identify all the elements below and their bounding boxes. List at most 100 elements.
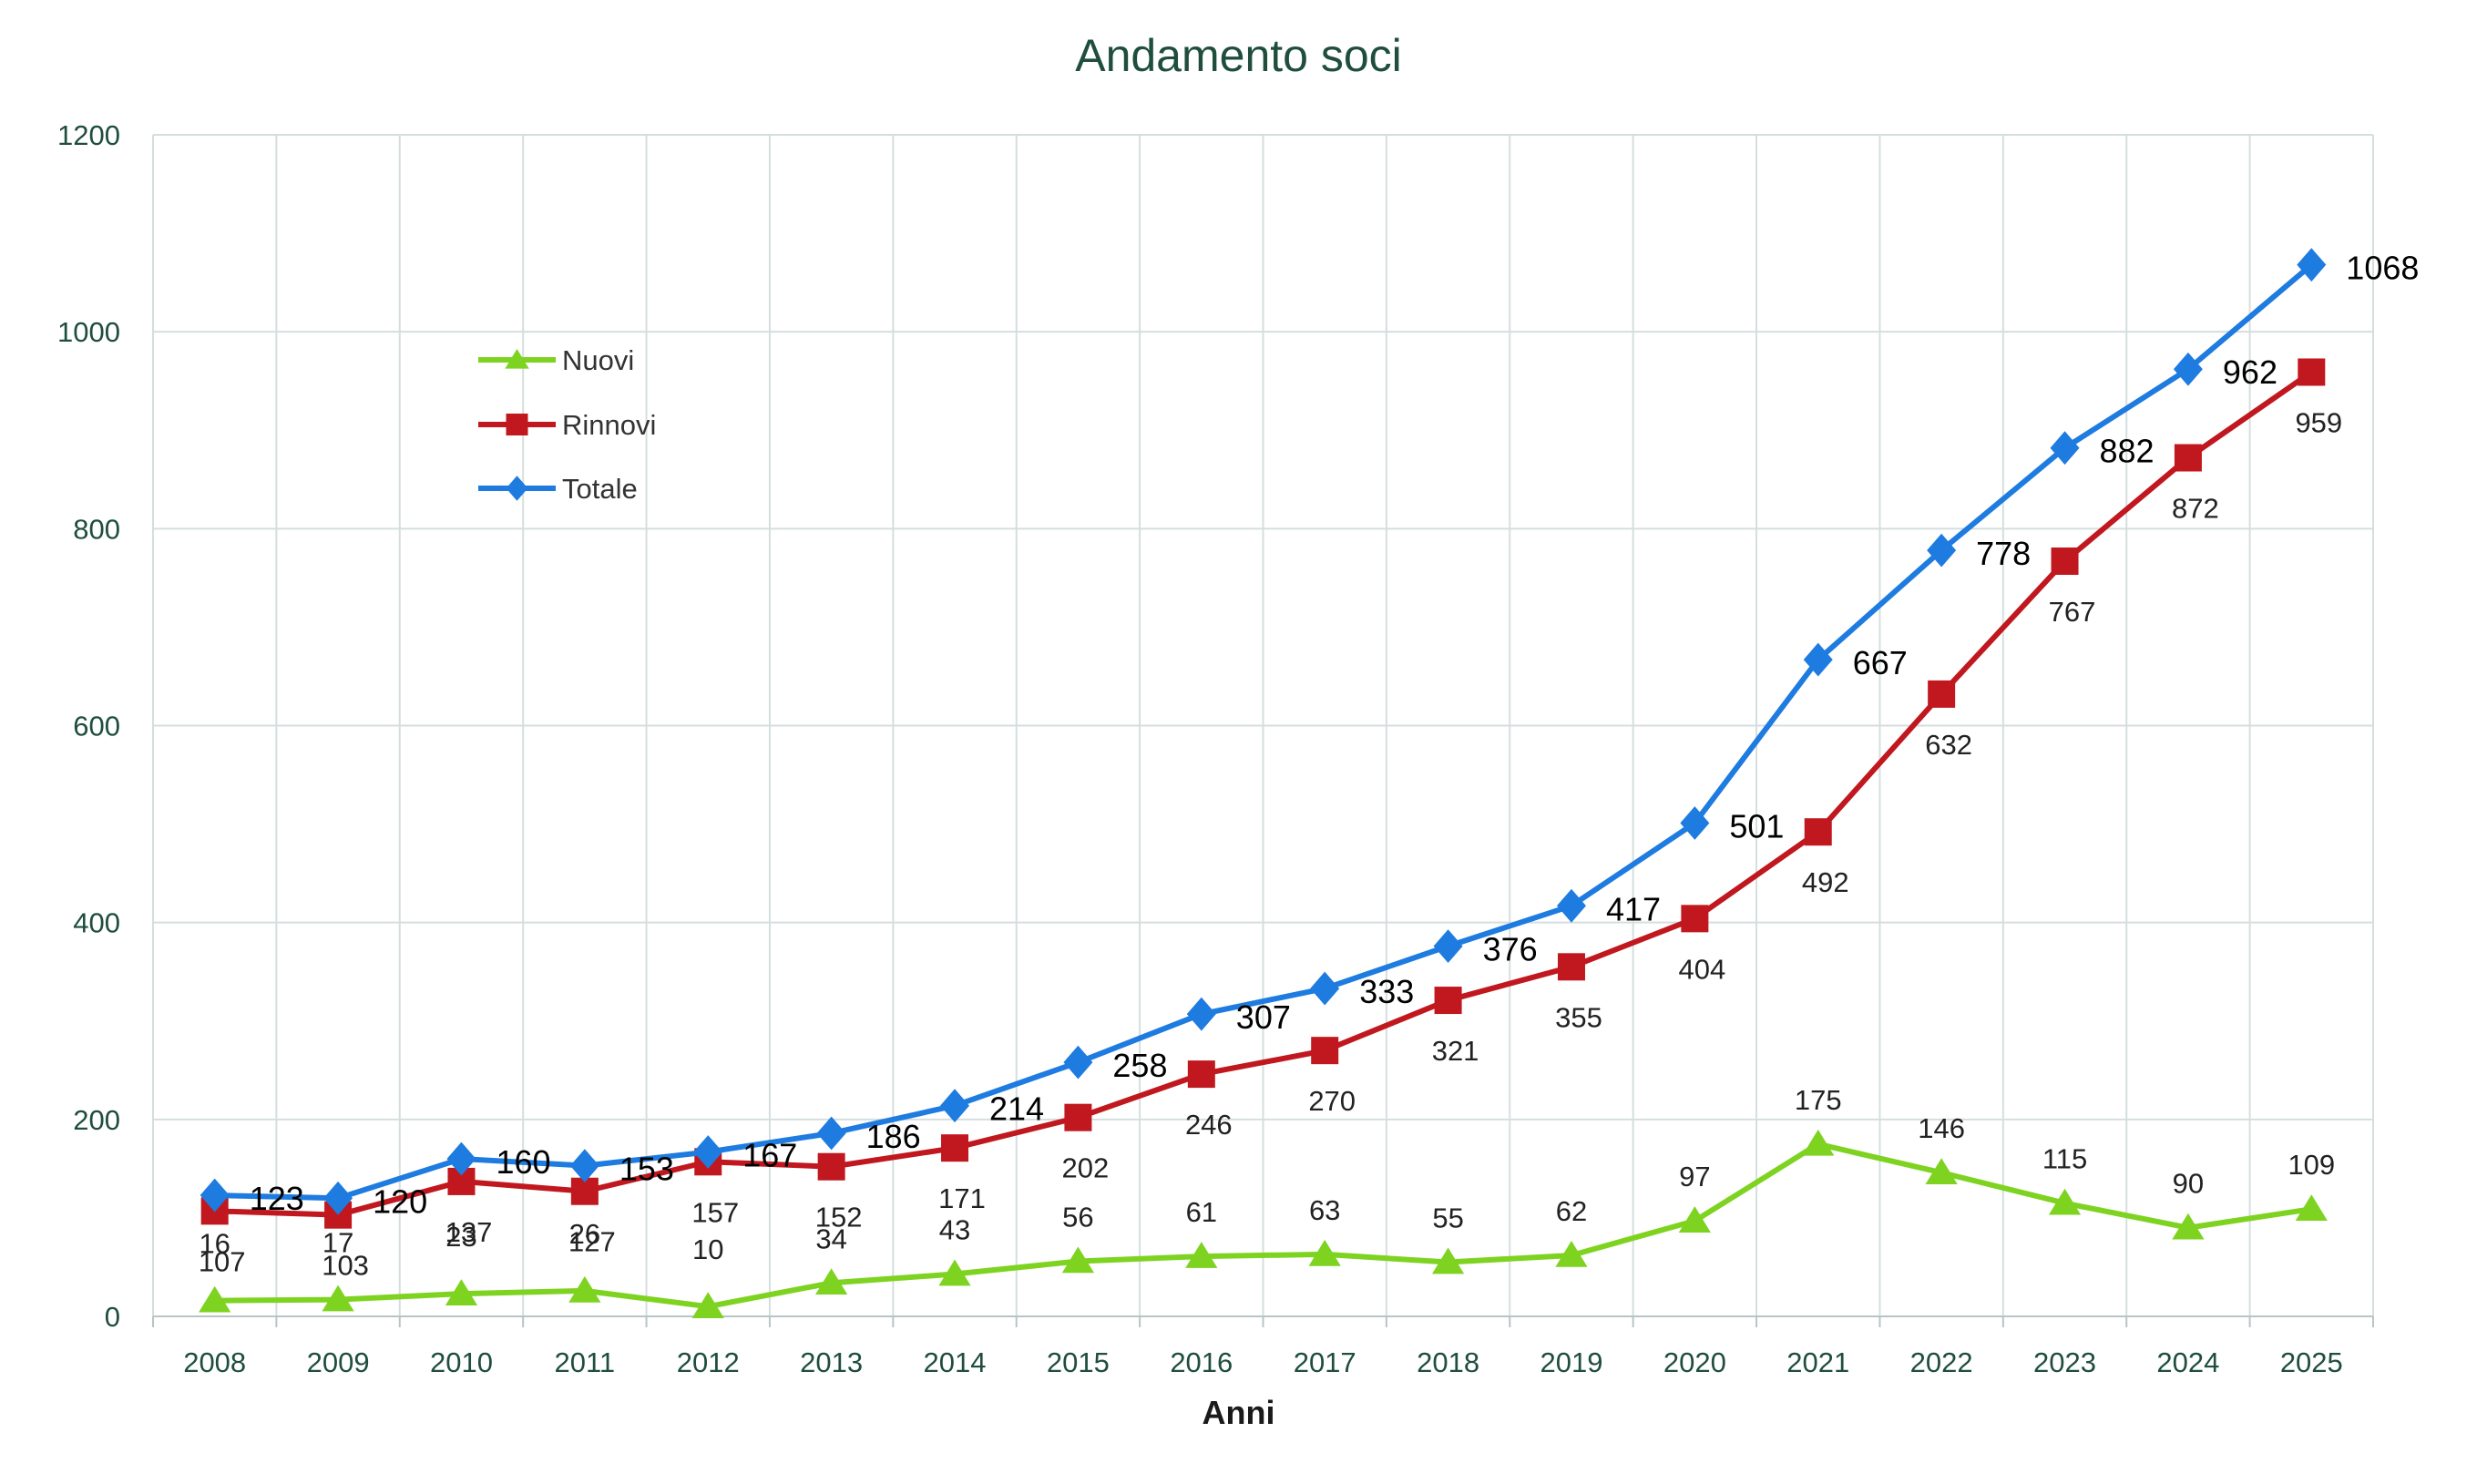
data-point-rinnovi [1434, 987, 1462, 1015]
data-label-nuovi: 109 [2288, 1149, 2335, 1181]
data-label-rinnovi: 171 [938, 1182, 986, 1214]
data-point-rinnovi [1804, 818, 1832, 846]
data-point-totale [1927, 533, 1957, 568]
y-tick-label: 0 [105, 1301, 120, 1333]
data-label-rinnovi: 632 [1925, 729, 1972, 761]
data-point-nuovi [2048, 1188, 2082, 1215]
series-line-rinnovi [214, 370, 2314, 1218]
data-point-totale [1186, 997, 1216, 1031]
x-tick-label: 2025 [2280, 1346, 2343, 1378]
data-point-nuovi [199, 1285, 231, 1313]
data-label-nuovi: 115 [2042, 1143, 2087, 1175]
data-point-totale [569, 1149, 599, 1183]
x-axis-title: Anni [1202, 1394, 1275, 1431]
data-label-rinnovi: 492 [1802, 866, 1849, 898]
data-point-totale [446, 1141, 476, 1176]
data-point-totale [2297, 248, 2327, 282]
x-tick-label: 2014 [924, 1346, 987, 1378]
x-tick-label: 2011 [555, 1346, 616, 1378]
data-point-rinnovi [817, 1152, 845, 1181]
data-label-rinnovi: 127 [568, 1226, 616, 1258]
data-point-totale [2173, 352, 2203, 386]
data-point-nuovi [815, 1268, 848, 1295]
data-label-rinnovi: 321 [1432, 1035, 1479, 1067]
data-point-totale [1680, 806, 1710, 840]
x-tick-label: 2008 [183, 1346, 246, 1378]
x-tick-label: 2010 [430, 1346, 493, 1378]
data-label-nuovi: 43 [939, 1214, 970, 1246]
y-tick-label: 600 [73, 711, 120, 742]
chart-title: Andamento soci [1075, 30, 1402, 81]
data-label-nuovi: 56 [1062, 1201, 1093, 1233]
data-label-totale: 186 [866, 1118, 921, 1155]
data-label-nuovi: 61 [1186, 1196, 1217, 1228]
data-point-totale [1063, 1045, 1093, 1080]
legend-label-rinnovi: Rinnovi [562, 409, 656, 441]
data-label-totale: 167 [742, 1137, 797, 1174]
data-point-rinnovi [2174, 444, 2202, 472]
data-label-rinnovi: 767 [2049, 596, 2096, 628]
data-point-totale [1433, 929, 1463, 964]
data-label-nuovi: 34 [815, 1223, 846, 1254]
data-point-totale [1556, 888, 1586, 923]
x-tick-label: 2020 [1663, 1346, 1726, 1378]
data-label-totale: 417 [1606, 890, 1661, 927]
data-point-nuovi [568, 1275, 601, 1303]
data-point-nuovi [445, 1279, 478, 1305]
data-label-nuovi: 26 [569, 1218, 600, 1250]
data-point-rinnovi [2298, 358, 2326, 386]
legend-marker-rinnovi [506, 414, 528, 435]
legend-label-nuovi: Nuovi [562, 344, 634, 376]
legend-marker-nuovi [505, 349, 529, 369]
data-label-nuovi: 55 [1432, 1203, 1463, 1234]
x-tick-label: 2019 [1540, 1346, 1602, 1378]
data-point-rinnovi [1311, 1037, 1339, 1065]
data-label-rinnovi: 872 [2172, 493, 2219, 525]
data-point-totale [940, 1089, 970, 1123]
legend-label-totale: Totale [562, 473, 638, 505]
data-label-totale: 307 [1236, 998, 1291, 1036]
x-tick-label: 2024 [2156, 1346, 2219, 1378]
data-point-totale [816, 1116, 846, 1151]
data-point-nuovi [2172, 1213, 2205, 1240]
y-tick-label: 1200 [57, 119, 120, 151]
data-label-totale: 778 [1976, 535, 2031, 572]
data-point-nuovi [691, 1292, 724, 1318]
data-label-rinnovi: 103 [322, 1250, 369, 1282]
data-point-rinnovi [1064, 1103, 1092, 1131]
data-label-rinnovi: 152 [815, 1202, 863, 1233]
data-point-nuovi [1925, 1158, 1958, 1184]
data-label-nuovi: 146 [1918, 1112, 1965, 1144]
data-label-rinnovi: 404 [1678, 953, 1725, 985]
data-point-totale [1310, 971, 1340, 1006]
data-label-nuovi: 62 [1556, 1195, 1587, 1227]
data-label-totale: 333 [1359, 973, 1414, 1010]
data-label-nuovi: 175 [1795, 1084, 1842, 1116]
legend-marker-totale [506, 476, 528, 501]
data-point-totale [200, 1178, 230, 1213]
data-point-totale [2050, 431, 2080, 466]
data-point-nuovi [1802, 1129, 1835, 1156]
data-label-nuovi: 16 [199, 1228, 230, 1260]
data-label-nuovi: 90 [2173, 1168, 2204, 1200]
data-label-rinnovi: 137 [445, 1216, 493, 1248]
x-tick-label: 2013 [800, 1346, 863, 1378]
data-point-nuovi [2295, 1194, 2328, 1221]
data-point-rinnovi [941, 1134, 969, 1162]
data-point-nuovi [1185, 1242, 1218, 1268]
data-label-totale: 120 [373, 1182, 427, 1220]
data-point-nuovi [938, 1259, 971, 1286]
data-label-totale: 214 [989, 1090, 1044, 1128]
x-tick-label: 2022 [1910, 1346, 1973, 1378]
data-point-totale [1803, 642, 1833, 677]
x-tick-label: 2009 [307, 1346, 370, 1378]
data-point-nuovi [1678, 1206, 1711, 1233]
data-label-totale: 123 [250, 1180, 304, 1217]
data-label-nuovi: 10 [692, 1233, 723, 1265]
data-label-totale: 501 [1729, 808, 1784, 845]
y-tick-label: 400 [73, 907, 120, 939]
data-label-nuovi: 97 [1679, 1161, 1710, 1192]
data-label-nuovi: 23 [445, 1221, 476, 1253]
data-point-nuovi [1431, 1247, 1465, 1274]
